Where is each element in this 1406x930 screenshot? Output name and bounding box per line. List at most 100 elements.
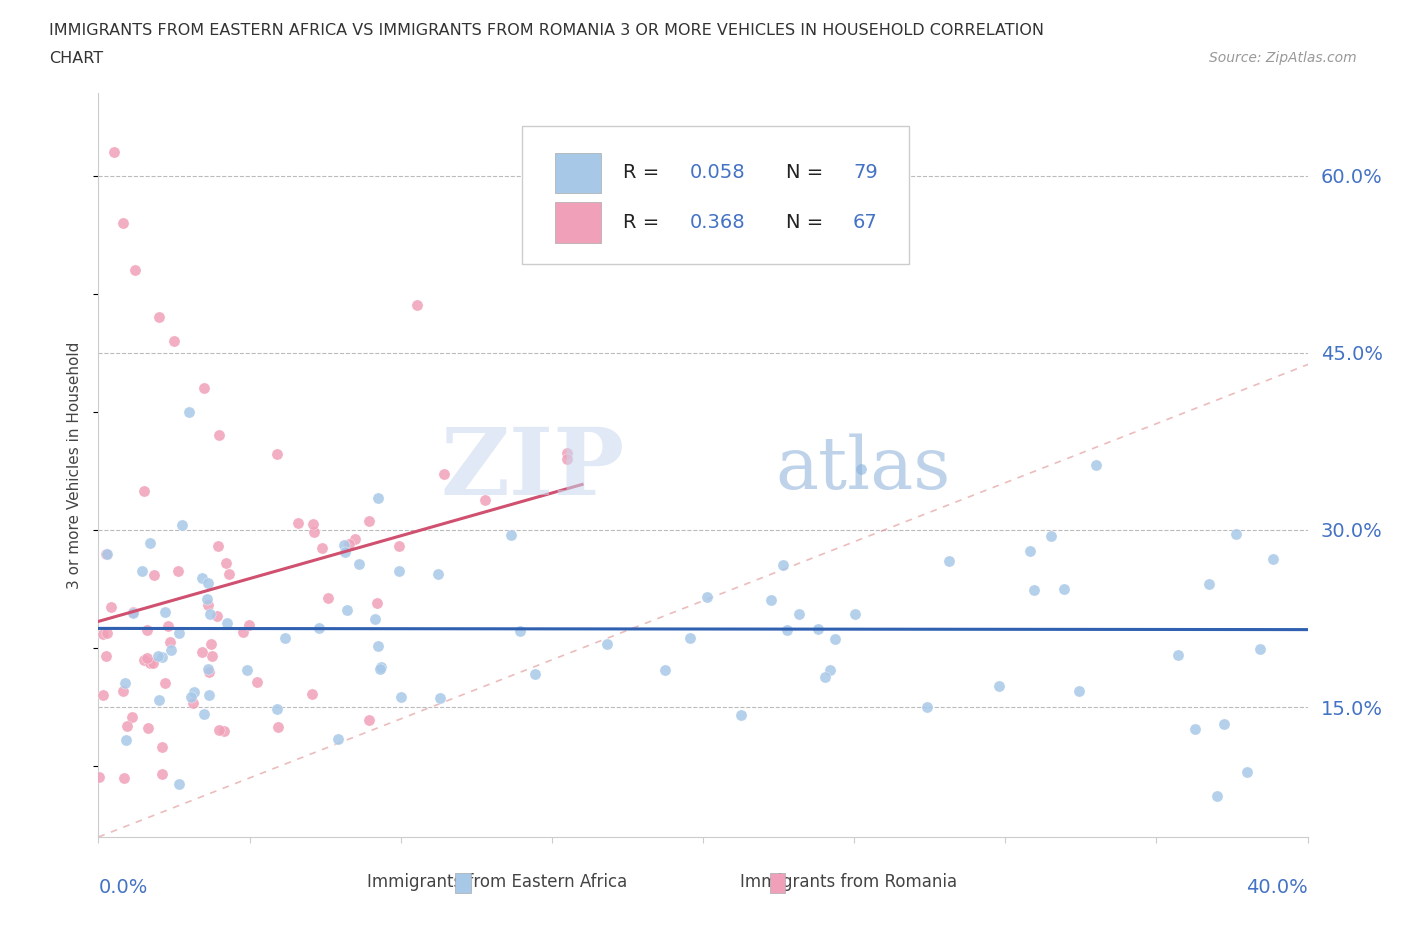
Point (111, 216, 134, 231)
Point (122, 604, 145, 619)
Text: R =: R = (623, 164, 665, 182)
Point (163, 334, 186, 349)
Point (136, 721, 159, 736)
Y-axis label: 3 or more Vehicles in Household: 3 or more Vehicles in Household (67, 341, 83, 589)
Point (266, 447, 288, 462)
Point (153, 604, 176, 619)
Point (195, 591, 218, 606)
Point (148, 693, 170, 708)
Point (311, 541, 333, 556)
Point (111, 684, 134, 698)
Point (818, 663, 841, 678)
Point (157, 618, 180, 633)
Point (287, 516, 309, 531)
Point (246, 674, 269, 689)
Point (150, 650, 173, 665)
Text: 40.0%: 40.0% (1246, 878, 1308, 897)
Point (235, 662, 257, 677)
Point (730, 708, 752, 723)
FancyBboxPatch shape (456, 873, 471, 893)
Point (1085, 458, 1108, 472)
Point (273, 631, 295, 645)
Point (131, 564, 153, 578)
Point (787, 606, 810, 621)
FancyBboxPatch shape (769, 873, 786, 893)
Point (180, 689, 202, 704)
Point (429, 690, 451, 705)
Point (849, 461, 872, 476)
Point (1167, 647, 1189, 662)
Point (1225, 526, 1247, 541)
Point (555, 445, 578, 460)
Point (166, 564, 188, 578)
Point (139, 536, 162, 551)
Point (115, 719, 138, 734)
Point (198, 664, 221, 679)
Point (1206, 789, 1229, 804)
Point (357, 712, 380, 727)
Point (302, 525, 325, 539)
Text: 0.0%: 0.0% (98, 878, 148, 897)
Text: atlas: atlas (776, 433, 950, 504)
Text: 67: 67 (853, 213, 877, 232)
Text: 79: 79 (853, 164, 877, 182)
Point (316, 591, 339, 605)
Point (335, 544, 357, 559)
FancyBboxPatch shape (555, 203, 602, 244)
Point (368, 661, 391, 676)
Point (148, 310, 170, 325)
Point (114, 676, 136, 691)
Point (193, 380, 215, 395)
Point (115, 732, 138, 747)
Point (844, 607, 866, 622)
Point (366, 595, 388, 610)
Point (344, 532, 367, 547)
Point (336, 603, 359, 618)
Point (193, 707, 215, 722)
Point (370, 659, 392, 674)
Point (132, 484, 155, 498)
Point (87, 770, 110, 785)
Point (191, 571, 214, 586)
Point (197, 661, 219, 676)
Point (93, 627, 115, 642)
Point (150, 767, 173, 782)
Point (339, 537, 361, 551)
Text: Source: ZipAtlas.com: Source: ZipAtlas.com (1209, 51, 1357, 65)
Text: IMMIGRANTS FROM EASTERN AFRICA VS IMMIGRANTS FROM ROMANIA 3 OR MORE VEHICLES IN : IMMIGRANTS FROM EASTERN AFRICA VS IMMIGR… (49, 23, 1045, 38)
Point (197, 576, 219, 591)
Point (1024, 582, 1046, 597)
Point (389, 690, 412, 705)
Point (388, 564, 411, 578)
Point (367, 490, 389, 505)
Text: CHART: CHART (49, 51, 103, 66)
Point (806, 621, 828, 636)
Point (1184, 722, 1206, 737)
Point (167, 626, 190, 641)
Point (167, 777, 190, 791)
Point (96, 648, 118, 663)
Point (1249, 642, 1271, 657)
Point (1019, 543, 1042, 558)
Point (197, 687, 219, 702)
Point (96, 625, 118, 640)
Point (814, 670, 837, 684)
Point (94, 547, 117, 562)
Point (159, 635, 181, 650)
Point (170, 518, 193, 533)
Point (987, 679, 1010, 694)
Point (433, 467, 456, 482)
Point (96, 547, 118, 562)
Text: Immigrants from Romania: Immigrants from Romania (740, 872, 956, 891)
Point (1053, 582, 1076, 597)
Point (427, 567, 450, 582)
Point (200, 636, 222, 651)
Point (232, 625, 254, 640)
Point (301, 686, 323, 701)
FancyBboxPatch shape (522, 126, 908, 264)
Point (1039, 528, 1062, 543)
Point (132, 653, 155, 668)
Point (238, 618, 260, 632)
Point (205, 609, 228, 624)
Point (179, 405, 201, 419)
